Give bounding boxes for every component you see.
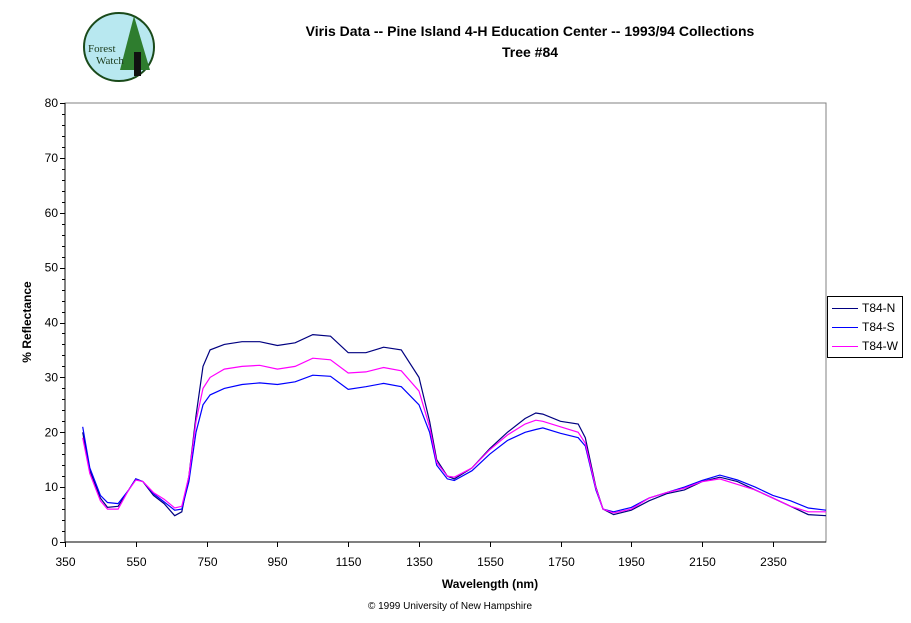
chart-title: Viris Data -- Pine Island 4-H Education … [305,23,755,39]
legend-swatch [832,307,858,309]
legend-swatch [832,345,858,347]
x-tick-label: 550 [126,555,146,569]
svg-text:Watch: Watch [96,55,124,67]
y-tick-label: 10 [45,480,59,494]
x-tick-label: 1550 [477,555,504,569]
x-tick-label: 2350 [760,555,787,569]
y-axis-label: % Reflectance [20,281,34,363]
chart-subtitle: Tree #84 [501,44,559,60]
x-tick-label: 1950 [618,555,645,569]
legend-label: T84-S [862,320,895,334]
legend-item: T84-W [832,337,898,355]
x-tick-label: 750 [197,555,217,569]
legend-label: T84-W [862,339,898,353]
plot-area [64,102,827,543]
x-tick-label: 350 [55,555,75,569]
forest-watch-logo: Forest Watch [83,12,155,82]
x-axis-label: Wavelength (nm) [442,577,538,591]
y-tick-label: 40 [45,316,59,330]
legend-label: T84-N [862,301,896,315]
y-tick-label: 70 [45,151,59,165]
y-tick-label: 20 [45,425,59,439]
svg-text:Forest: Forest [88,43,116,55]
y-tick-label: 60 [45,206,59,220]
x-tick-label: 950 [267,555,287,569]
series-line-t84-n [82,333,827,517]
y-tick-label: 50 [45,261,59,275]
copyright: © 1999 University of New Hampshire [367,601,533,612]
legend-item: T84-S [832,318,895,336]
series-line-t84-w [82,357,826,514]
x-tick-label: 1750 [548,555,575,569]
x-tick-label: 1350 [406,555,433,569]
legend: T84-N T84-S T84-W [827,296,903,358]
y-tick-label: 0 [51,535,58,549]
y-tick-label: 30 [45,370,59,384]
legend-swatch [832,326,858,328]
legend-item: T84-N [832,299,895,317]
x-tick-label: 1150 [336,555,362,569]
y-tick-label: 80 [45,96,59,110]
x-tick-label: 2150 [689,555,716,569]
